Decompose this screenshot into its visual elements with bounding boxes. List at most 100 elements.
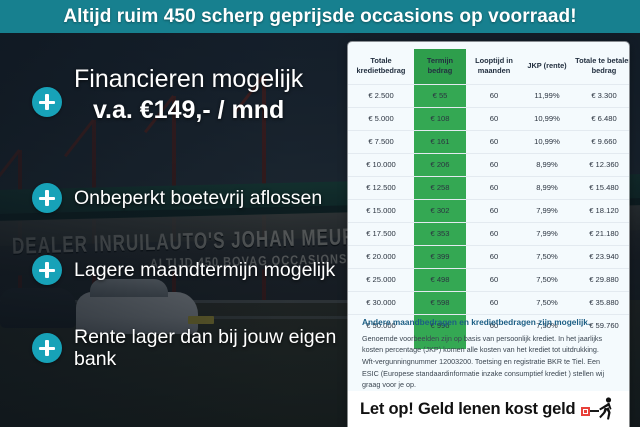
cell-kredietbedrag: € 2.500 xyxy=(348,83,414,108)
cell-jkp: 10,99% xyxy=(522,129,572,154)
table-row: € 5.000 € 108 60 10,99% € 6.480 xyxy=(348,106,629,131)
cell-jkp: 11,99% xyxy=(522,83,572,108)
cell-jkp: 10,99% xyxy=(522,106,572,131)
cell-termijnbedrag: € 302 xyxy=(414,198,466,223)
table-row: € 25.000 € 498 60 7,50% € 29.880 xyxy=(348,267,629,292)
cell-looptijd: 60 xyxy=(466,313,522,337)
table-row: € 10.000 € 206 60 8,99% € 12.360 xyxy=(348,152,629,177)
cell-totaal: € 29.880 xyxy=(572,267,629,292)
cell-looptijd: 60 xyxy=(466,83,522,108)
credit-warning-text: Let op! Geld lenen kost geld xyxy=(360,399,576,418)
table-row: € 30.000 € 598 60 7,50% € 35.880 xyxy=(348,290,629,315)
headline-text: Altijd ruim 450 scherp geprijsde occasio… xyxy=(63,5,577,27)
loan-info-panel: Totale kredietbedrag Termijn bedrag Loop… xyxy=(348,42,629,427)
cell-kredietbedrag: € 50.000 xyxy=(348,313,414,337)
plus-icon xyxy=(32,333,62,364)
cell-totaal: € 18.120 xyxy=(572,198,629,223)
cell-totaal: € 15.480 xyxy=(572,175,629,200)
cell-looptijd: 60 xyxy=(466,221,522,246)
cell-jkp: 8,99% xyxy=(522,175,572,200)
cell-looptijd: 60 xyxy=(466,198,522,223)
cell-kredietbedrag: € 7.500 xyxy=(348,129,414,154)
cell-looptijd: 60 xyxy=(466,267,522,292)
cell-kredietbedrag: € 12.500 xyxy=(348,175,414,200)
cell-termijnbedrag: € 399 xyxy=(414,244,466,269)
benefit-item-financiering: Financieren mogelijk v.a. €149,- / mnd xyxy=(32,65,303,125)
benefit-sublabel: v.a. €149,- / mnd xyxy=(92,95,285,124)
cell-kredietbedrag: € 17.500 xyxy=(348,221,414,246)
table-row: € 20.000 € 399 60 7,50% € 23.940 xyxy=(348,244,629,269)
benefit-text-wrap: Financieren mogelijk v.a. €149,- / mnd xyxy=(74,65,303,125)
cell-looptijd: 60 xyxy=(466,129,522,154)
cell-kredietbedrag: € 30.000 xyxy=(348,290,414,315)
disclaimer-body: Genoemde voorbeelden zijn op basis van p… xyxy=(362,333,605,390)
warning-rope xyxy=(590,410,600,412)
cell-kredietbedrag: € 25.000 xyxy=(348,267,414,292)
table-header-row: Totale kredietbedrag Termijn bedrag Loop… xyxy=(348,49,629,85)
loan-rates-table: Totale kredietbedrag Termijn bedrag Loop… xyxy=(348,49,629,337)
table-body: € 2.500 € 55 60 11,99% € 3.300 € 5.000 € 108 6… xyxy=(348,83,629,337)
plus-icon xyxy=(32,87,62,117)
disclaimer-block: Andere maandbedragen en kredietbedragen … xyxy=(362,317,614,391)
cell-looptijd: 60 xyxy=(466,152,522,177)
table-row: € 2.500 € 55 60 11,99% € 3.300 xyxy=(348,83,629,108)
cell-jkp: 8,99% xyxy=(522,152,572,177)
benefit-label: Onbeperkt boetevrij aflossen xyxy=(74,186,323,209)
afm-geld-lenen-kost-geld-logo xyxy=(581,397,615,421)
warning-walking-figure-icon xyxy=(599,397,612,420)
cell-totaal: € 21.180 xyxy=(572,221,629,246)
cell-looptijd: 60 xyxy=(466,244,522,269)
table-row: € 12.500 € 258 60 8,99% € 15.480 xyxy=(348,175,629,200)
cell-jkp: 7,50% xyxy=(522,244,572,269)
cell-termijnbedrag: € 598 xyxy=(414,290,466,315)
plus-icon xyxy=(32,255,62,285)
cell-jkp: 7,99% xyxy=(522,221,572,246)
cell-termijnbedrag: € 498 xyxy=(414,267,466,292)
warning-block-icon xyxy=(581,407,591,416)
benefit-item-aflossen: Onbeperkt boetevrij aflossen xyxy=(32,183,322,213)
cell-totaal: € 35.880 xyxy=(572,290,629,315)
cell-looptijd: 60 xyxy=(466,290,522,315)
cell-kredietbedrag: € 5.000 xyxy=(348,106,414,131)
cell-looptijd: 60 xyxy=(466,106,522,131)
cell-kredietbedrag: € 10.000 xyxy=(348,152,414,177)
table-row: € 7.500 € 161 60 10,99% € 9.660 xyxy=(348,129,629,154)
credit-warning-bar: Let op! Geld lenen kost geld xyxy=(348,391,629,427)
cell-jkp: 7,50% xyxy=(522,313,572,337)
cell-termijnbedrag: € 161 xyxy=(414,129,466,154)
disclaimer-heading: Andere maandbedragen en kredietbedragen … xyxy=(362,317,591,327)
cell-jkp: 7,50% xyxy=(522,267,572,292)
cell-totaal: € 59.760 xyxy=(572,313,629,337)
cell-kredietbedrag: € 15.000 xyxy=(348,198,414,223)
table-row: € 50.000 € 996 60 7,50% € 59.760 xyxy=(348,313,629,337)
cell-termijnbedrag: € 996 xyxy=(414,313,466,337)
column-header-termijn-bedrag: Termijn bedrag xyxy=(414,49,466,85)
plus-icon xyxy=(32,183,62,213)
cell-termijnbedrag: € 206 xyxy=(414,152,466,177)
benefit-item-maandtermijn: Lagere maandtermijn mogelijk xyxy=(32,255,335,285)
table-row: € 17.500 € 353 60 7,99% € 21.180 xyxy=(348,221,629,246)
cell-jkp: 7,50% xyxy=(522,290,572,315)
cell-totaal: € 3.300 xyxy=(572,83,629,108)
cell-termijnbedrag: € 55 xyxy=(414,83,466,108)
cell-termijnbedrag: € 108 xyxy=(414,106,466,131)
column-header-totale-te-betalen: Totale te betalen bedrag xyxy=(575,56,629,75)
cell-termijnbedrag: € 353 xyxy=(414,221,466,246)
table-row: € 15.000 € 302 60 7,99% € 18.120 xyxy=(348,198,629,223)
cell-termijnbedrag: € 258 xyxy=(414,175,466,200)
headline-bar: Altijd ruim 450 scherp geprijsde occasio… xyxy=(0,0,640,33)
cell-totaal: € 12.360 xyxy=(572,152,629,177)
cell-jkp: 7,99% xyxy=(522,198,572,223)
cell-totaal: € 23.940 xyxy=(572,244,629,269)
benefit-label: Lagere maandtermijn mogelijk xyxy=(74,258,336,281)
cell-totaal: € 6.480 xyxy=(572,106,629,131)
benefit-label: Financieren mogelijk xyxy=(74,65,304,93)
cell-looptijd: 60 xyxy=(466,175,522,200)
column-header-jkp: JKP (rente) xyxy=(527,60,567,70)
benefit-label: Rente lager dan bij jouw eigen bank xyxy=(74,326,337,371)
column-header-looptijd: Looptijd in maanden xyxy=(475,56,513,75)
cell-kredietbedrag: € 20.000 xyxy=(348,244,414,269)
column-header-totale-kredietbedrag: Totale kredietbedrag xyxy=(356,56,406,75)
cell-totaal: € 9.660 xyxy=(572,129,629,154)
